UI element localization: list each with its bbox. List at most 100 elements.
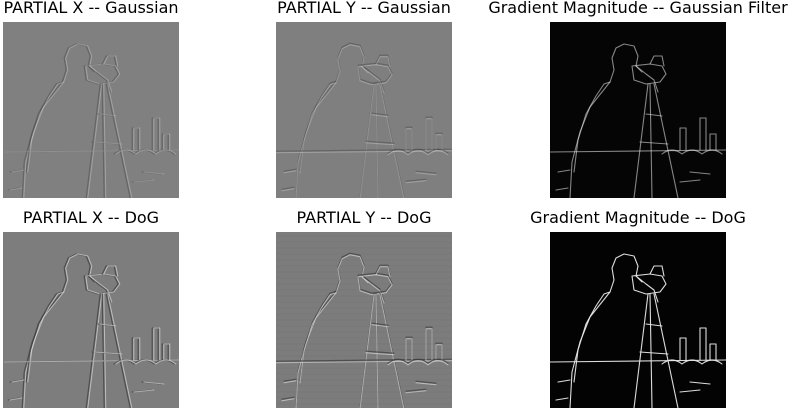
edge-stroke — [379, 82, 405, 198]
edge-stroke — [371, 322, 389, 326]
edge-stroke — [387, 148, 449, 154]
panel-title: PARTIAL Y -- DoG — [296, 208, 432, 227]
edge-stroke — [699, 327, 707, 361]
edge-stroke — [371, 114, 389, 118]
edge-stroke — [27, 291, 65, 383]
edge-stroke — [639, 351, 669, 355]
edge-stroke — [11, 379, 25, 383]
edge-stroke — [283, 168, 297, 172]
edge-stroke — [283, 378, 297, 382]
edge-image — [3, 22, 179, 198]
figure-panel-partial-x-dog: PARTIAL X -- DoG — [3, 208, 179, 408]
edge-stroke — [631, 273, 667, 295]
edge-stroke — [375, 56, 391, 68]
edge-stroke — [103, 265, 119, 277]
filtered-image — [276, 232, 452, 408]
edge-stroke — [283, 380, 297, 384]
edge-stroke — [415, 172, 437, 176]
edge-stroke — [115, 149, 177, 155]
edge-stroke — [357, 64, 393, 86]
edge-stroke — [299, 80, 337, 172]
edge-stroke — [281, 186, 295, 190]
panel-title: PARTIAL Y -- Gaussian — [277, 0, 451, 17]
edge-image — [3, 232, 179, 408]
edge-stroke — [153, 117, 161, 151]
edge-stroke — [103, 83, 107, 198]
edge-stroke — [689, 171, 711, 175]
edge-stroke — [107, 83, 133, 198]
edge-stroke — [365, 140, 395, 144]
edge-stroke — [709, 343, 717, 361]
edge-stroke — [283, 170, 297, 174]
edge-stroke — [361, 276, 385, 304]
edge-stroke — [689, 381, 711, 385]
edge-stroke — [91, 141, 121, 145]
edge-stroke — [573, 291, 611, 383]
edge-stroke — [85, 273, 121, 295]
edge-stroke — [405, 338, 413, 362]
edge-stroke — [359, 82, 375, 198]
edge-stroke — [415, 380, 437, 384]
edge-stroke — [133, 337, 141, 361]
figure-panel-partial-y-gaussian: PARTIAL Y -- Gaussian — [276, 0, 452, 198]
edge-stroke — [661, 149, 723, 155]
edge-stroke — [23, 43, 97, 198]
edge-stroke — [25, 291, 63, 383]
edge-stroke — [679, 389, 701, 393]
edge-stroke — [405, 178, 427, 182]
edge-stroke — [97, 113, 115, 117]
edge-stroke — [425, 328, 433, 362]
panel-title: PARTIAL X -- DoG — [22, 208, 160, 227]
edge-stroke — [661, 359, 723, 365]
edge-stroke — [89, 275, 113, 303]
edge-stroke — [405, 128, 413, 152]
edge-stroke — [105, 83, 131, 198]
edge-stroke — [633, 83, 649, 198]
edge-stroke — [103, 55, 119, 67]
edge-stroke — [405, 390, 427, 394]
edge-stroke — [9, 187, 23, 191]
edge-stroke — [101, 293, 105, 408]
edge-stroke — [633, 293, 649, 408]
edge-stroke — [387, 150, 449, 156]
edge-stroke — [295, 44, 369, 198]
edge-stroke — [161, 133, 169, 151]
panel-title: Gradient Magnitude -- DoG — [530, 208, 746, 227]
edge-stroke — [163, 133, 171, 151]
edge-image — [550, 232, 726, 408]
edge-stroke — [645, 323, 663, 327]
edge-stroke — [87, 83, 103, 198]
image-background — [550, 232, 726, 408]
edge-stroke — [83, 63, 119, 85]
edge-stroke — [21, 43, 95, 198]
edge-stroke — [361, 66, 385, 94]
edge-stroke — [11, 169, 25, 173]
filtered-image — [550, 22, 726, 198]
edge-stroke — [9, 397, 23, 401]
edge-stroke — [107, 293, 133, 408]
edge-stroke — [7, 187, 21, 191]
edge-stroke — [133, 389, 155, 393]
edge-stroke — [281, 188, 295, 192]
edge-stroke — [131, 179, 153, 183]
edge-stroke — [99, 323, 117, 327]
edge-stroke — [105, 293, 131, 408]
edge-image — [276, 232, 452, 408]
filtered-image — [3, 22, 179, 198]
edge-stroke — [649, 55, 665, 67]
figure-panel-partial-y-dog: PARTIAL Y -- DoG — [276, 208, 452, 408]
edge-stroke — [359, 84, 375, 198]
edge-stroke — [103, 293, 107, 408]
edge-stroke — [415, 170, 437, 174]
edge-stroke — [89, 65, 113, 93]
edge-stroke — [555, 397, 569, 401]
edge-stroke — [375, 84, 379, 198]
edge-stroke — [9, 169, 23, 173]
edge-stroke — [143, 171, 165, 175]
edge-stroke — [357, 62, 393, 84]
image-background — [3, 22, 179, 198]
edge-stroke — [679, 337, 687, 361]
edge-stroke — [555, 187, 569, 191]
edge-stroke — [387, 358, 449, 364]
edge-stroke — [557, 169, 571, 173]
